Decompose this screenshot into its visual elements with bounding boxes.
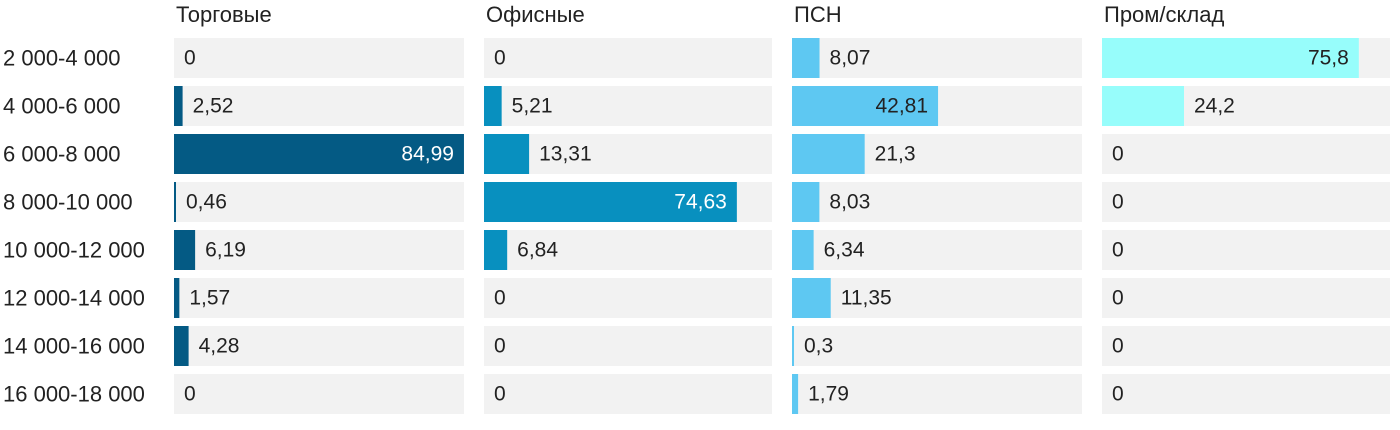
data-label: 6,34 <box>824 239 865 262</box>
data-label: 0 <box>1112 383 1124 406</box>
category-label: 10 000-12 000 <box>3 238 145 263</box>
category-label: 14 000-16 000 <box>3 334 145 359</box>
data-label: 4,28 <box>199 335 240 358</box>
data-label: 0 <box>494 287 506 310</box>
data-label: 5,21 <box>512 95 553 118</box>
data-label: 0 <box>184 383 196 406</box>
bar-track <box>174 230 464 270</box>
bar-track <box>174 278 464 318</box>
panel-title: ПСН <box>794 2 842 27</box>
data-label: 84,99 <box>401 143 454 166</box>
data-label: 74,63 <box>674 191 727 214</box>
bar <box>792 326 794 366</box>
data-label: 6,84 <box>517 239 558 262</box>
data-label: 21,3 <box>875 143 916 166</box>
bar-track <box>792 326 1082 366</box>
bar-track <box>174 182 464 222</box>
category-label: 2 000-4 000 <box>3 46 120 71</box>
data-label: 1,79 <box>808 383 849 406</box>
data-label: 24,2 <box>1194 95 1235 118</box>
data-label: 0 <box>1112 191 1124 214</box>
data-label: 8,07 <box>830 47 871 70</box>
bar-track <box>174 86 464 126</box>
bar-track <box>174 38 464 78</box>
bar <box>792 134 865 174</box>
data-label: 11,35 <box>841 287 892 310</box>
bar <box>792 38 820 78</box>
data-label: 13,31 <box>539 143 592 166</box>
panel-title: Пром/склад <box>1104 2 1224 27</box>
bar <box>174 326 189 366</box>
bar-track <box>484 86 772 126</box>
bar <box>792 374 799 414</box>
bar-track <box>484 134 772 174</box>
bar-track <box>174 326 464 366</box>
bar <box>484 86 502 126</box>
bar <box>1102 38 1359 78</box>
bar <box>174 182 176 222</box>
bar-track <box>484 38 772 78</box>
data-label: 0 <box>184 47 196 70</box>
data-label: 2,52 <box>193 95 234 118</box>
data-label: 0 <box>1112 143 1124 166</box>
bar-track <box>1102 230 1390 270</box>
data-label: 0 <box>1112 239 1124 262</box>
bar <box>792 86 939 126</box>
bar <box>1102 86 1184 126</box>
data-label: 0,46 <box>186 191 227 214</box>
bar-track <box>484 326 772 366</box>
bar-track <box>1102 182 1390 222</box>
bar-track <box>1102 134 1390 174</box>
category-label: 8 000-10 000 <box>3 190 133 215</box>
category-label: 4 000-6 000 <box>3 94 120 119</box>
data-label: 42,81 <box>875 95 928 118</box>
panel-title: Торговые <box>176 2 272 27</box>
bar-track <box>1102 278 1390 318</box>
bar-track <box>484 278 772 318</box>
bar <box>174 134 464 174</box>
panel-title: Офисные <box>486 2 585 27</box>
bar <box>792 230 814 270</box>
bar <box>484 230 508 270</box>
bar <box>174 230 196 270</box>
bar-track <box>174 374 464 414</box>
data-label: 0,3 <box>804 335 833 358</box>
data-label: 1,57 <box>189 287 230 310</box>
data-label: 0 <box>494 47 506 70</box>
bar-track <box>484 374 772 414</box>
bar <box>174 278 180 318</box>
bar-track <box>792 38 1082 78</box>
bar-track <box>1102 326 1390 366</box>
data-label: 0 <box>494 335 506 358</box>
bar <box>484 134 530 174</box>
data-label: 0 <box>1112 335 1124 358</box>
data-label: 6,19 <box>205 239 246 262</box>
category-label: 16 000-18 000 <box>3 382 145 407</box>
data-label: 0 <box>1112 287 1124 310</box>
category-label: 12 000-14 000 <box>3 286 145 311</box>
bar-track <box>484 230 772 270</box>
bar <box>484 182 737 222</box>
data-label: 0 <box>494 383 506 406</box>
bar-track <box>792 374 1082 414</box>
bar-track <box>792 182 1082 222</box>
category-label: 6 000-8 000 <box>3 142 120 167</box>
bar-track <box>1102 374 1390 414</box>
bar <box>792 182 820 222</box>
bar <box>174 86 183 126</box>
bar <box>792 278 831 318</box>
data-label: 8,03 <box>829 191 870 214</box>
data-label: 75,8 <box>1308 47 1349 70</box>
bar-track <box>792 230 1082 270</box>
bar-track <box>792 278 1082 318</box>
